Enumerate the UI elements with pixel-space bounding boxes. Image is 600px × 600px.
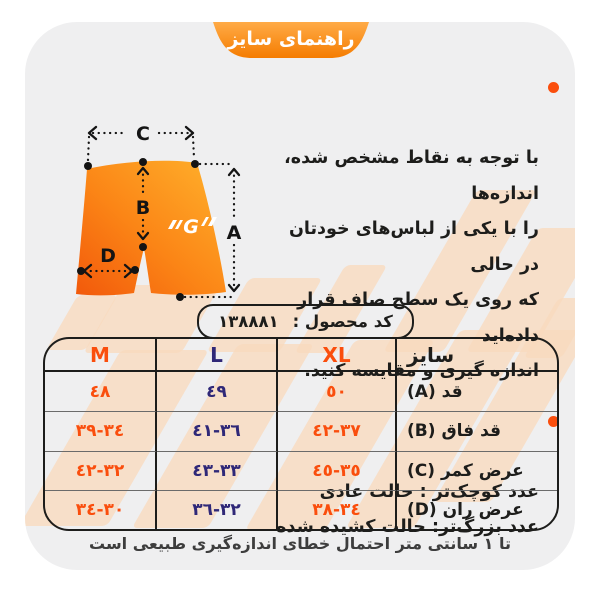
table-cell: ٤٩ <box>157 372 278 412</box>
shorts-brand-logo-icon: G <box>168 216 217 238</box>
measure-label-a: A <box>227 222 242 244</box>
size-table: M L XL سایز ٤٨ ٤٩ ٥٠ قد (A) ٣٤-٣٩ ٣٦-٤١ … <box>43 337 559 531</box>
table-row-label: عرض ران (D) <box>397 489 557 529</box>
table-cell: ٣٤-٣٩ <box>45 411 157 451</box>
table-cell: ٣٢-٤٢ <box>45 450 157 490</box>
shorts-diagram-svg: G <box>76 123 242 301</box>
product-code-label: کد محصول : <box>292 312 393 331</box>
size-guide-card: راهنمای سایز با توجه به نقاط مشخص شده، ا… <box>25 22 575 570</box>
table-cell: ٣٦-٤١ <box>157 411 278 451</box>
product-code-value: ۱۳۸۸۸۱ <box>218 312 279 331</box>
size-table-header-xl: XL <box>278 339 397 372</box>
table-cell: ٥٠ <box>278 372 397 412</box>
table-cell: ٣٢-٣٦ <box>157 489 278 529</box>
product-code-badge: کد محصول : ۱۳۸۸۸۱ <box>197 304 414 339</box>
table-row-label: قد فاق (B) <box>397 411 557 450</box>
shorts-shape <box>76 160 226 296</box>
table-cell: ٣٣-٤٣ <box>157 450 278 490</box>
size-table-header-l: L <box>157 339 278 372</box>
bullet-dot-icon <box>548 82 559 93</box>
table-row-label: قد (A) <box>407 381 463 402</box>
measure-label-b: B <box>136 197 150 219</box>
svg-text:G: G <box>183 216 199 238</box>
measure-label-c: C <box>136 123 150 145</box>
table-cell: ٤٨ <box>45 372 157 412</box>
title-badge-shape <box>213 22 369 58</box>
measure-label-d: D <box>100 245 116 267</box>
table-cell: ٣٠-٣٤ <box>45 489 157 529</box>
tolerance-note: تا ۱ سانتی متر احتمال خطای اندازه‌گیری ط… <box>89 534 511 553</box>
table-cell: ٣٥-٤٥ <box>278 450 397 490</box>
table-cell: ٣٧-٤٢ <box>278 411 397 451</box>
title-badge: راهنمای سایز <box>212 22 370 59</box>
size-table-header-size: سایز <box>397 339 557 372</box>
table-row-label: عرض کمر (C) <box>397 450 557 490</box>
size-table-header-m: M <box>45 339 157 372</box>
shorts-diagram: G <box>67 112 249 314</box>
table-cell: ٣٤-٣٨ <box>278 489 397 529</box>
page-title: راهنمای سایز <box>227 28 355 50</box>
